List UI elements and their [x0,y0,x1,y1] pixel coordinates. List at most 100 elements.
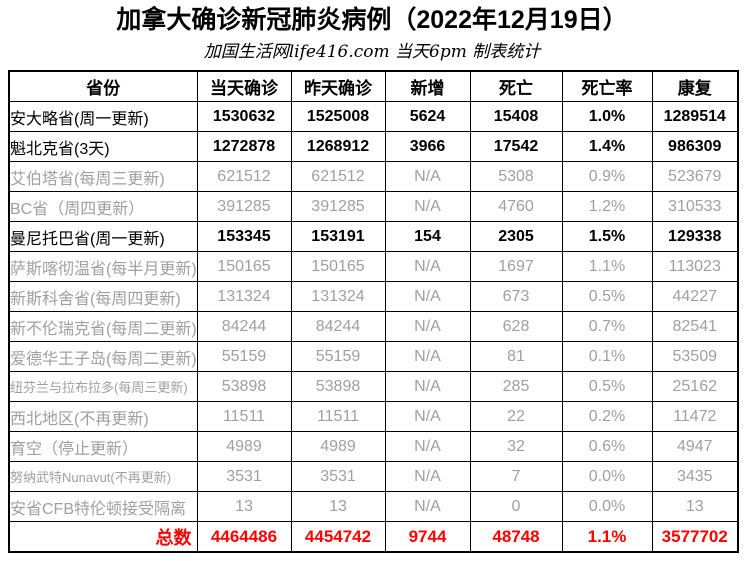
cell-deaths: 7 [469,461,563,492]
cell-new: 3966 [384,131,471,162]
table-row: 爱德华王子岛(每周二更新) 55159 55159 N/A 81 0.1% 53509 [8,341,739,372]
cell-today: 153345 [196,221,292,252]
table-row: 新斯科舍省(每周四更新) 131324 131324 N/A 673 0.5% 44227 [8,281,739,312]
cell-new: N/A [384,161,471,192]
province-label: 纽芬兰与拉布拉多(每周三更新) [8,371,198,402]
cell-recovered: 310533 [651,191,739,222]
total-cell-death_rate: 1.1% [561,521,653,553]
cell-yesterday: 391285 [290,191,386,222]
table-row: 艾伯塔省(每周三更新) 621512 621512 N/A 5308 0.9% 523679 [8,161,739,192]
cell-death_rate: 0.6% [561,431,653,462]
cell-today: 55159 [196,341,292,372]
cell-deaths: 17542 [469,131,563,162]
cell-yesterday: 13 [290,491,386,522]
cell-deaths: 15408 [469,101,563,132]
cell-recovered: 44227 [651,281,739,312]
table-row: 安省CFB特伦顿接受隔离 13 13 N/A 0 0.0% 13 [8,491,739,522]
cell-new: N/A [384,491,471,522]
cell-death_rate: 0.2% [561,401,653,432]
cell-death_rate: 0.5% [561,281,653,312]
cell-deaths: 4760 [469,191,563,222]
cell-yesterday: 53898 [290,371,386,402]
province-label: 萨斯喀彻温省(每半月更新) [8,251,198,282]
cell-deaths: 285 [469,371,563,402]
cell-recovered: 53509 [651,341,739,372]
total-cell-recovered: 3577702 [651,521,739,553]
total-label: 总数 [8,521,198,553]
table-row: 安大略省(周一更新) 1530632 1525008 5624 15408 1.0% 128… [8,101,739,132]
cell-death_rate: 1.2% [561,191,653,222]
cell-recovered: 25162 [651,371,739,402]
cell-new: N/A [384,341,471,372]
cell-death_rate: 0.9% [561,161,653,192]
cell-yesterday: 55159 [290,341,386,372]
cell-yesterday: 153191 [290,221,386,252]
cell-today: 4989 [196,431,292,462]
cell-today: 150165 [196,251,292,282]
total-row: 总数 4464486 4454742 9744 48748 1.1% 3577702 [8,521,739,553]
cell-today: 1530632 [196,101,292,132]
column-header-4: 死亡 [469,70,563,102]
cell-today: 621512 [196,161,292,192]
cell-yesterday: 4989 [290,431,386,462]
cell-deaths: 628 [469,311,563,342]
cell-yesterday: 11511 [290,401,386,432]
cell-death_rate: 0.5% [561,371,653,402]
cell-death_rate: 0.0% [561,491,653,522]
cell-recovered: 3435 [651,461,739,492]
total-cell-today: 4464486 [196,521,292,553]
cell-new: 154 [384,221,471,252]
total-cell-deaths: 48748 [469,521,563,553]
cell-deaths: 2305 [469,221,563,252]
cell-today: 131324 [196,281,292,312]
province-label: 西北地区(不再更新) [8,401,198,432]
cell-new: N/A [384,401,471,432]
cell-death_rate: 0.0% [561,461,653,492]
cell-new: 5624 [384,101,471,132]
total-cell-new: 9744 [384,521,471,553]
table-row: 曼尼托巴省(周一更新) 153345 153191 154 2305 1.5% 129338 [8,221,739,252]
cell-death_rate: 1.0% [561,101,653,132]
column-header-6: 康复 [651,70,739,102]
province-label: 安省CFB特伦顿接受隔离 [8,491,198,522]
province-label: 爱德华王子岛(每周二更新) [8,341,198,372]
total-cell-yesterday: 4454742 [290,521,386,553]
cell-yesterday: 1268912 [290,131,386,162]
cell-new: N/A [384,371,471,402]
cell-deaths: 0 [469,491,563,522]
table-row: 纽芬兰与拉布拉多(每周三更新) 53898 53898 N/A 285 0.5% 25162 [8,371,739,402]
cell-recovered: 4947 [651,431,739,462]
cell-deaths: 81 [469,341,563,372]
province-label: 安大略省(周一更新) [8,101,198,132]
cell-recovered: 113023 [651,251,739,282]
table-row: 西北地区(不再更新) 11511 11511 N/A 22 0.2% 11472 [8,401,739,432]
column-header-2: 昨天确诊 [290,70,386,102]
table-row: 魁北克省(3天) 1272878 1268912 3966 17542 1.4% 98630… [8,131,739,162]
cell-death_rate: 0.7% [561,311,653,342]
cell-today: 13 [196,491,292,522]
table-row: 新不伦瑞克省(每周二更新) 84244 84244 N/A 628 0.7% 82541 [8,311,739,342]
page-title: 加拿大确诊新冠肺炎病例（2022年12月19日） [116,6,628,34]
cell-recovered: 11472 [651,401,739,432]
cell-deaths: 22 [469,401,563,432]
province-label: 艾伯塔省(每周三更新) [8,161,198,192]
column-header-0: 省份 [8,70,198,102]
cell-yesterday: 150165 [290,251,386,282]
table-row: 努纳武特Nunavut(不再更新) 3531 3531 N/A 7 0.0% 3435 [8,461,739,492]
cell-recovered: 13 [651,491,739,522]
covid-stats-page: 加拿大确诊新冠肺炎病例（2022年12月19日） 加国生活网life416.co… [0,4,744,575]
table-row: 萨斯喀彻温省(每半月更新) 150165 150165 N/A 1697 1.1% 1130… [8,251,739,282]
cell-new: N/A [384,461,471,492]
province-label: 曼尼托巴省(周一更新) [8,221,198,252]
cell-today: 1272878 [196,131,292,162]
cell-today: 391285 [196,191,292,222]
province-label: 努纳武特Nunavut(不再更新) [8,461,198,492]
cell-new: N/A [384,251,471,282]
cell-yesterday: 84244 [290,311,386,342]
cell-death_rate: 1.5% [561,221,653,252]
cell-deaths: 32 [469,431,563,462]
cell-deaths: 5308 [469,161,563,192]
cell-yesterday: 621512 [290,161,386,192]
cell-today: 84244 [196,311,292,342]
cell-recovered: 986309 [651,131,739,162]
